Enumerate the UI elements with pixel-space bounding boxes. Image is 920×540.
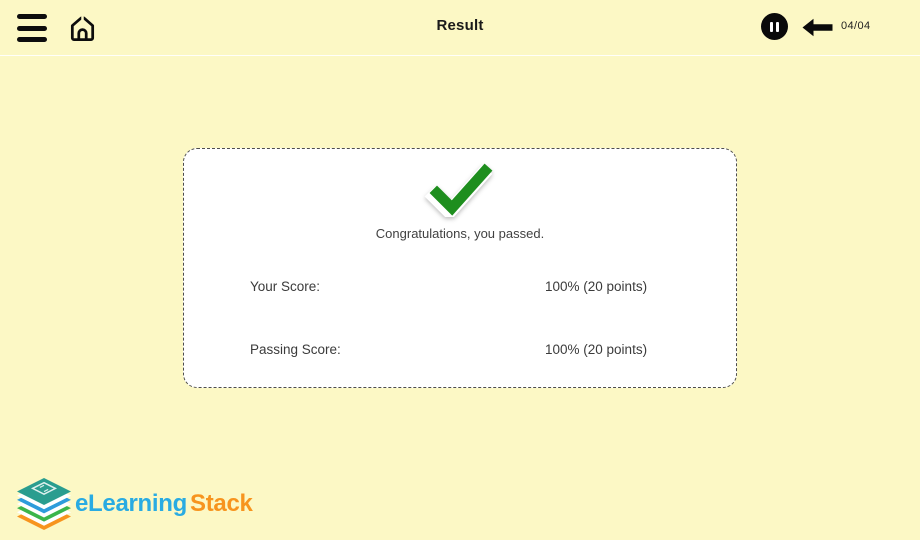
pause-icon [769, 21, 773, 32]
passing-score-value: 100% (20 points) [545, 342, 648, 357]
book-stack-icon [17, 478, 71, 530]
menu-button[interactable] [17, 14, 47, 42]
passing-score-label: Passing Score: [250, 342, 341, 357]
home-button[interactable] [64, 10, 100, 46]
page-indicator: 04/04 [841, 20, 871, 32]
home-icon [70, 15, 94, 41]
your-score-value: 100% (20 points) [545, 279, 648, 294]
back-button[interactable] [802, 18, 833, 37]
pause-button[interactable] [761, 13, 788, 40]
check-mark-icon [424, 163, 493, 217]
result-message: Congratulations, you passed. [375, 226, 545, 241]
brand-footer: eLearning Stack [0, 476, 920, 540]
result-card: Congratulations, you passed. Your Score:… [183, 148, 737, 388]
your-score-row: Your Score: 100% (20 points) [250, 278, 711, 296]
logo-text-stack: Stack [190, 490, 253, 517]
passing-score-row: Passing Score: 100% (20 points) [250, 341, 711, 359]
hamburger-icon [17, 14, 47, 19]
logo-text-elearning: eLearning [75, 490, 187, 517]
your-score-label: Your Score: [250, 279, 321, 294]
arrow-left-icon [802, 18, 833, 37]
brand-text: eLearning Stack [75, 492, 253, 516]
top-bar: Result 04/04 [0, 0, 920, 56]
elearningstack-logo[interactable]: eLearning Stack [17, 478, 253, 530]
page-title: Result [436, 17, 484, 34]
